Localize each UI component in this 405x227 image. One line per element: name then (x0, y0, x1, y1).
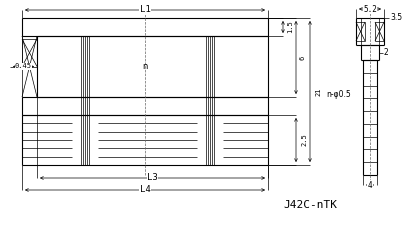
Text: 1.5: 1.5 (286, 21, 292, 33)
Text: 4: 4 (367, 180, 371, 190)
Text: L1: L1 (139, 5, 150, 15)
Text: J42C-nTK: J42C-nTK (282, 200, 336, 210)
Text: 2.5: 2.5 (300, 134, 306, 146)
Text: n-φ0.5: n-φ0.5 (326, 90, 350, 99)
Text: L3: L3 (147, 173, 158, 183)
Text: 3.5: 3.5 (389, 13, 401, 22)
Text: 2: 2 (383, 48, 388, 57)
Text: 6: 6 (299, 55, 305, 60)
Text: 5.2: 5.2 (362, 5, 376, 13)
Text: 0.45: 0.45 (15, 64, 32, 69)
Text: n: n (142, 62, 147, 71)
Text: 21: 21 (314, 87, 320, 96)
Text: L4: L4 (139, 185, 150, 195)
